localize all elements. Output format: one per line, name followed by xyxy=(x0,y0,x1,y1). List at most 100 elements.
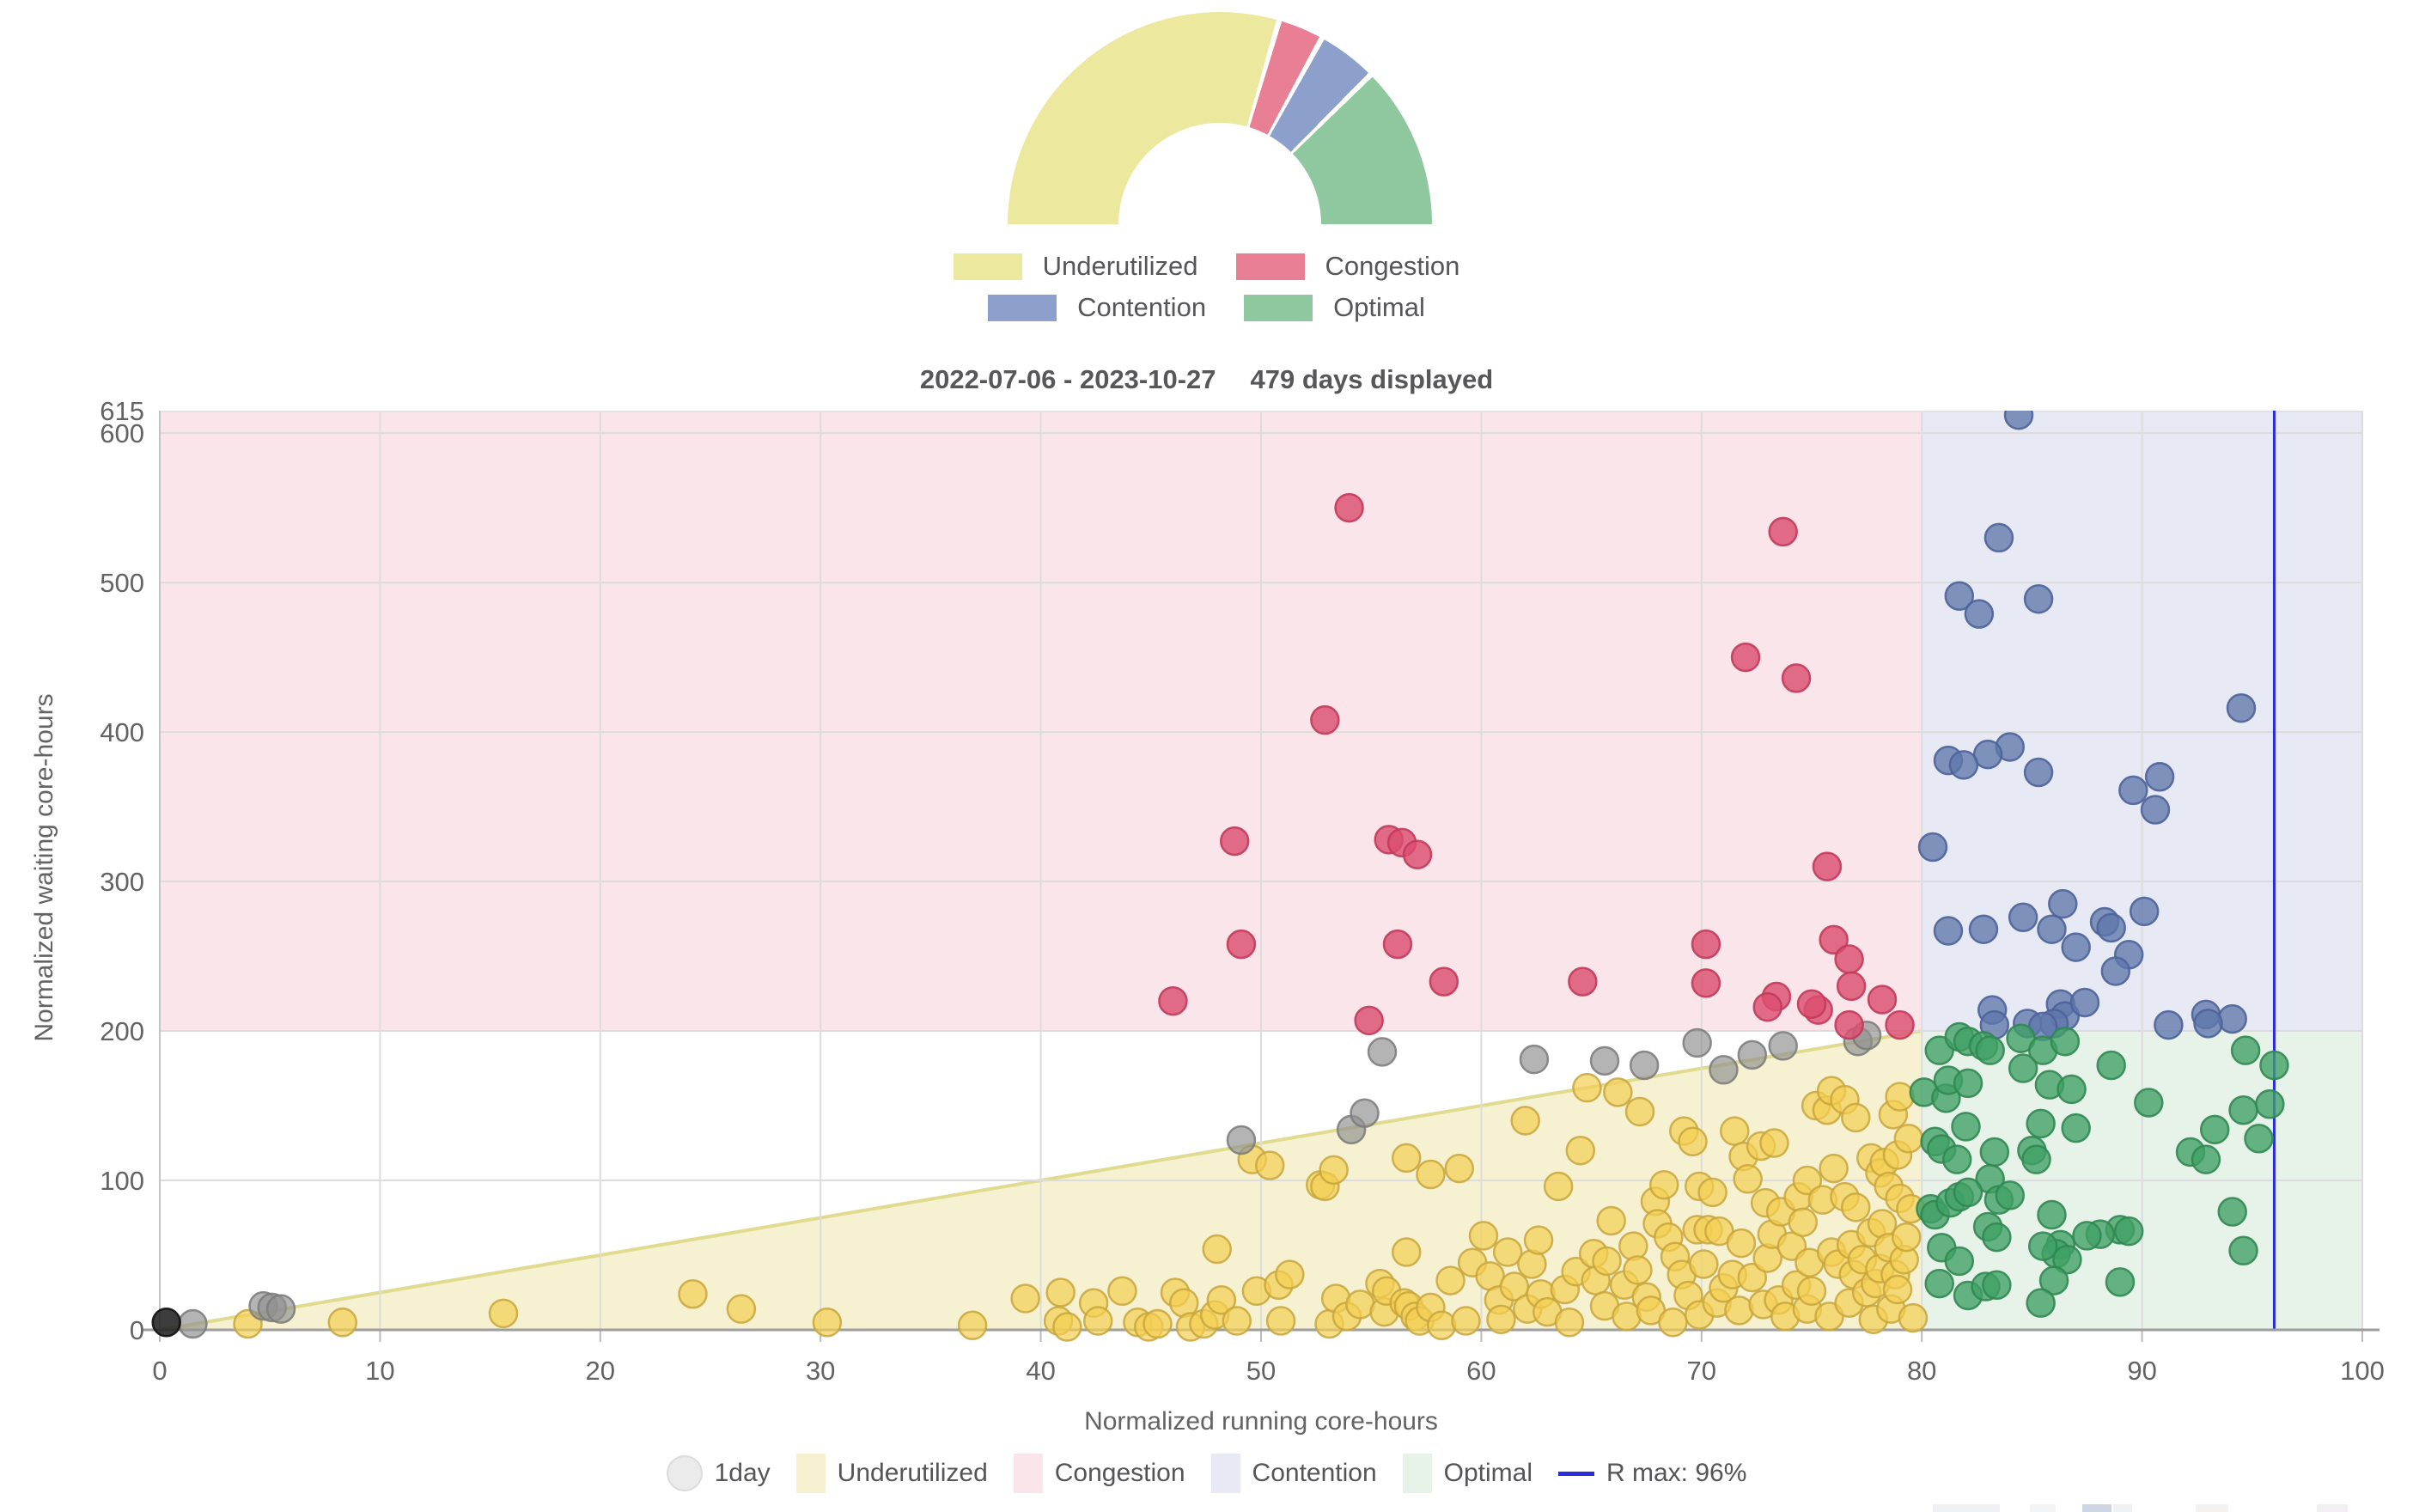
scatter-point[interactable] xyxy=(2144,762,2175,792)
scatter-point[interactable] xyxy=(1882,1274,1913,1305)
scatter-point[interactable] xyxy=(1944,581,1975,611)
scatter-point[interactable] xyxy=(2048,888,2078,919)
scatter-point[interactable] xyxy=(1010,1283,1040,1314)
gauge-legend-item-congestion[interactable]: Congestion xyxy=(1235,251,1459,282)
scatter-point[interactable] xyxy=(1275,1259,1305,1289)
scatter-point[interactable] xyxy=(1968,914,1999,944)
scatter-point[interactable] xyxy=(2118,775,2148,806)
scatter-point[interactable] xyxy=(1819,1153,1849,1184)
scatter-point[interactable] xyxy=(1737,1262,1768,1293)
scatter-point[interactable] xyxy=(1468,1221,1499,1251)
scatter-point[interactable] xyxy=(2021,1144,2051,1174)
scatter-point[interactable] xyxy=(678,1278,708,1309)
scatter-point[interactable] xyxy=(1219,826,1250,857)
scatter-point[interactable] xyxy=(1678,1126,1708,1157)
scatter-point[interactable] xyxy=(2134,1088,2164,1118)
scatter-point[interactable] xyxy=(1982,1270,2012,1301)
scatter-point[interactable] xyxy=(327,1308,358,1338)
scatter-point[interactable] xyxy=(2027,1231,2058,1261)
scatter-point[interactable] xyxy=(2129,896,2160,927)
scatter-point[interactable] xyxy=(726,1294,757,1324)
scatter-point[interactable] xyxy=(1603,1077,1633,1107)
scatter-point[interactable] xyxy=(1933,916,1964,946)
scatter-point[interactable] xyxy=(2096,1050,2126,1081)
scatter-point[interactable] xyxy=(1885,1082,1915,1112)
scatter-point[interactable] xyxy=(1319,1155,1349,1186)
scatter-point[interactable] xyxy=(1596,1205,1626,1236)
scatter-point[interactable] xyxy=(1953,1177,1983,1208)
scatter-point[interactable] xyxy=(1429,966,1459,997)
scatter-point[interactable] xyxy=(1917,832,1948,863)
gauge-legend-item-underutilized[interactable]: Underutilized xyxy=(953,251,1198,282)
scatter-point[interactable] xyxy=(957,1310,988,1341)
scatter-point[interactable] xyxy=(1788,1207,1818,1237)
scatter-point[interactable] xyxy=(1629,1050,1660,1081)
gauge-legend-item-contention[interactable]: Contention xyxy=(988,292,1206,323)
scatter-point[interactable] xyxy=(1658,1308,1688,1338)
scatter-point[interactable] xyxy=(1737,1040,1768,1070)
scatter-point[interactable] xyxy=(1143,1308,1173,1339)
scatter-point[interactable] xyxy=(2061,932,2091,962)
scatter-point[interactable] xyxy=(2023,583,2054,614)
scatter-point[interactable] xyxy=(1953,1068,1983,1099)
scatter-point[interactable] xyxy=(2105,1267,2136,1297)
scatter-point[interactable] xyxy=(1402,839,1433,869)
scatter-point[interactable] xyxy=(1492,1237,1523,1267)
scatter-point[interactable] xyxy=(2072,1221,2102,1251)
scatter-point[interactable] xyxy=(1944,1246,1975,1277)
scatter-point[interactable] xyxy=(812,1308,843,1338)
scatter-point[interactable] xyxy=(1893,1124,1924,1154)
scatter-point[interactable] xyxy=(1624,1096,1655,1127)
scatter-point[interactable] xyxy=(2193,1009,2223,1039)
scatter-point[interactable] xyxy=(1733,1164,1763,1194)
scatter-point[interactable] xyxy=(1885,1009,1915,1040)
scatter-point[interactable] xyxy=(1391,1143,1422,1174)
scatter-point[interactable] xyxy=(2008,902,2038,933)
scatter-point[interactable] xyxy=(1995,1180,2026,1210)
scatter-point[interactable] xyxy=(2244,1124,2274,1154)
scatter-point[interactable] xyxy=(1951,1112,1981,1142)
scatter-point[interactable] xyxy=(1543,1171,1574,1202)
scatter-point[interactable] xyxy=(1572,1072,1602,1103)
scatter-point[interactable] xyxy=(1924,1268,1954,1299)
scatter-point[interactable] xyxy=(2061,1113,2091,1143)
scatter-point[interactable] xyxy=(2230,1035,2261,1065)
scatter-point[interactable] xyxy=(1689,1249,1719,1279)
plot-legend-item-r-max-96-[interactable]: R max: 96% xyxy=(1558,1459,1746,1488)
plot-legend-item-optimal[interactable]: Optimal xyxy=(1402,1454,1532,1493)
scatter-point[interactable] xyxy=(2069,987,2100,1018)
scatter-point[interactable] xyxy=(1265,1306,1296,1336)
plot-legend-item-underutilized[interactable]: Underutilized xyxy=(795,1454,988,1493)
scatter-point[interactable] xyxy=(1589,1046,1620,1076)
scatter-point[interactable] xyxy=(1222,1306,1252,1336)
scatter-point[interactable] xyxy=(1045,1277,1075,1308)
scatter-point[interactable] xyxy=(2255,1089,2285,1119)
scatter-point[interactable] xyxy=(1202,1234,1232,1265)
scatter-point[interactable] xyxy=(1768,516,1798,547)
scatter-point[interactable] xyxy=(151,1308,181,1338)
scatter-point[interactable] xyxy=(1720,1116,1750,1146)
scatter-point[interactable] xyxy=(1941,1144,1972,1174)
scatter-point[interactable] xyxy=(178,1308,208,1339)
scatter-point[interactable] xyxy=(2052,1244,2082,1275)
scatter-point[interactable] xyxy=(1486,1304,1516,1335)
scatter-point[interactable] xyxy=(1435,1265,1465,1296)
scatter-point[interactable] xyxy=(1444,1153,1475,1184)
scatter-point[interactable] xyxy=(1709,1055,1739,1085)
scatter-point[interactable] xyxy=(1226,1125,1257,1155)
scatter-point[interactable] xyxy=(1948,750,1979,780)
scatter-point[interactable] xyxy=(1350,1098,1380,1128)
scatter-point[interactable] xyxy=(1416,1159,1446,1190)
scatter-point[interactable] xyxy=(1697,1177,1727,1208)
scatter-point[interactable] xyxy=(1682,1027,1712,1058)
scatter-point[interactable] xyxy=(1382,929,1413,960)
scatter-point[interactable] xyxy=(1052,1312,1082,1342)
scatter-point[interactable] xyxy=(1841,1192,1871,1222)
scatter-point[interactable] xyxy=(2008,1053,2038,1083)
scatter-point[interactable] xyxy=(2228,1235,2258,1266)
scatter-point[interactable] xyxy=(1206,1284,1237,1315)
scatter-point[interactable] xyxy=(1982,1222,2012,1253)
scatter-point[interactable] xyxy=(1618,1231,1648,1261)
scatter-point[interactable] xyxy=(1979,1137,2010,1168)
plot-legend-item-contention[interactable]: Contention xyxy=(1210,1454,1377,1493)
